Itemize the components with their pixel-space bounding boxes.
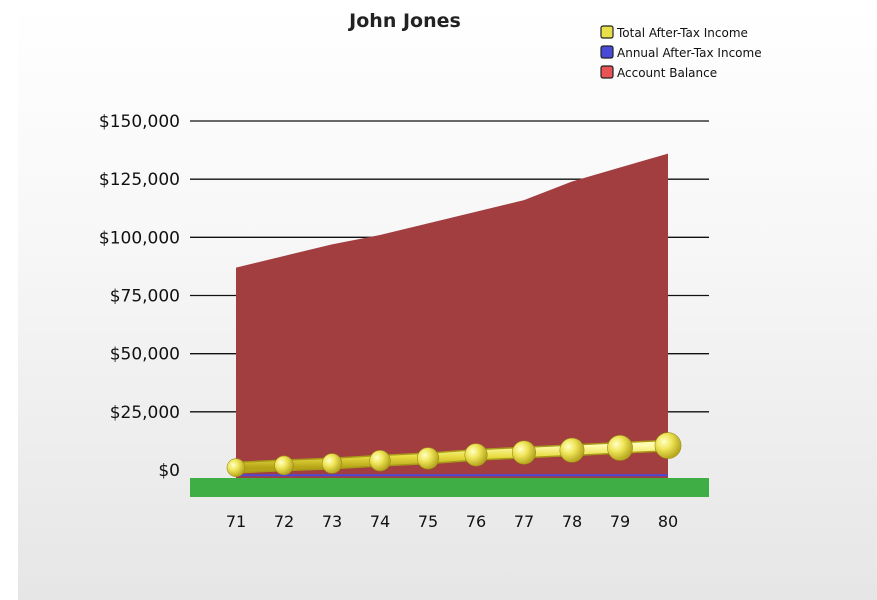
x-tick-label: 72 (274, 512, 294, 531)
total-after-tax-income-point (274, 455, 294, 476)
total-after-tax-income-point (321, 453, 343, 474)
account-balance-area (236, 153, 668, 478)
y-tick-label: $150,000 (99, 112, 180, 132)
x-tick-label: 74 (370, 512, 390, 531)
x-tick-label: 77 (514, 512, 534, 531)
x-axis-ticks: 71 72 73 74 75 76 77 78 79 80 (226, 512, 678, 531)
total-after-tax-income-point (464, 443, 488, 467)
legend-label: Account Balance (617, 66, 717, 80)
x-tick-label: 71 (226, 512, 246, 531)
x-tick-label: 79 (610, 512, 630, 531)
total-after-tax-income-point (511, 440, 536, 465)
legend-label: Annual After-Tax Income (617, 46, 762, 60)
chart-floor (190, 478, 709, 497)
legend: Total After-Tax Income Annual After-Tax I… (600, 25, 762, 80)
area-chart: John Jones Total After-Tax Income Annual … (99, 10, 762, 531)
total-after-tax-income-line (231, 441, 673, 473)
y-tick-label: $50,000 (110, 345, 180, 365)
total-after-tax-income-point (607, 434, 633, 461)
y-tick-label: $25,000 (110, 403, 180, 423)
plot-area (190, 153, 709, 497)
legend-swatch (600, 65, 614, 79)
y-tick-label: $100,000 (99, 228, 180, 248)
total-after-tax-income-point (559, 437, 585, 463)
total-after-tax-income-point (369, 450, 391, 472)
x-tick-label: 73 (322, 512, 342, 531)
legend-swatch (600, 25, 614, 39)
y-tick-label: $0 (158, 461, 180, 481)
y-tick-label: $75,000 (110, 287, 180, 307)
legend-swatch (600, 45, 614, 59)
chart-title: John Jones (347, 10, 461, 32)
x-tick-label: 80 (658, 512, 678, 531)
total-after-tax-income-point (416, 447, 440, 470)
x-tick-label: 76 (466, 512, 486, 531)
total-after-tax-income-point (226, 458, 246, 477)
chart-frame: John Jones Total After-Tax Income Annual … (18, 0, 877, 600)
legend-item: Annual After-Tax Income (600, 45, 762, 60)
y-tick-label: $125,000 (99, 170, 180, 190)
legend-item: Total After-Tax Income (600, 25, 748, 40)
legend-item: Account Balance (600, 65, 717, 80)
y-axis-ticks: $0 $25,000 $50,000 $75,000 $100,000 $125,000 $… (99, 112, 180, 481)
x-tick-label: 75 (418, 512, 438, 531)
total-after-tax-income-point (654, 432, 682, 459)
legend-label: Total After-Tax Income (616, 26, 748, 40)
x-tick-label: 78 (562, 512, 582, 531)
